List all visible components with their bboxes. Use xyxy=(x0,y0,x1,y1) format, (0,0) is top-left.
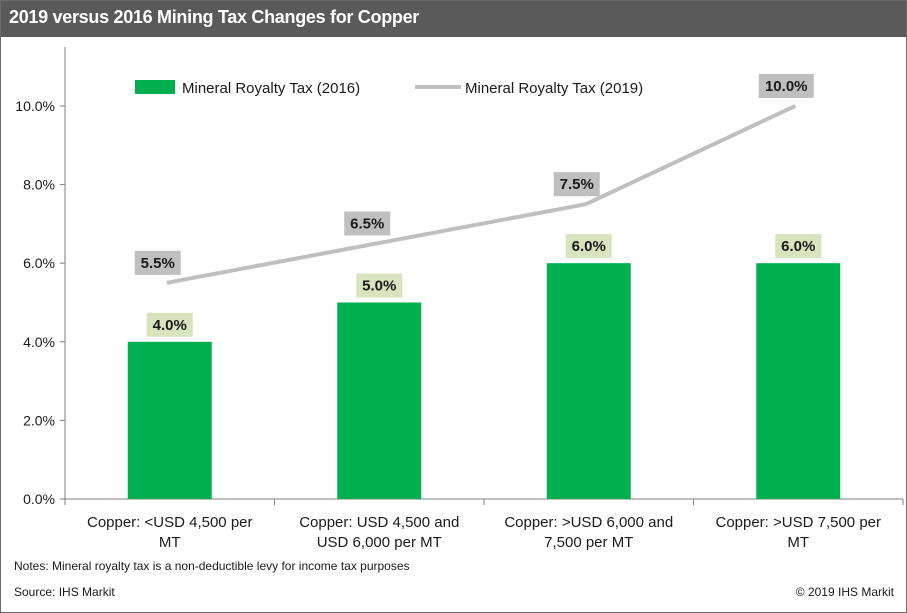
line-data-label: 5.5% xyxy=(141,255,175,272)
chart-title: 2019 versus 2016 Mining Tax Changes for … xyxy=(9,7,420,27)
bar xyxy=(127,341,212,499)
bar xyxy=(756,263,841,499)
x-tick-label: Copper: >USD 7,500 per xyxy=(715,514,881,531)
y-tick-label: 4.0% xyxy=(23,334,55,350)
y-tick-label: 10.0% xyxy=(15,98,55,114)
line-data-label: 7.5% xyxy=(560,176,594,193)
x-tick-label: Copper: <USD 4,500 per xyxy=(87,514,253,531)
line-data-label-bg xyxy=(344,211,391,236)
x-tick-label: USD 6,000 per MT xyxy=(317,534,442,551)
series-line xyxy=(166,104,797,285)
bar-data-label-bg xyxy=(356,273,403,298)
legend-swatch-bar xyxy=(135,80,175,94)
line-data-label-bg xyxy=(553,172,600,197)
legend-label: Mineral Royalty Tax (2019) xyxy=(465,80,643,97)
line-data-label-bg xyxy=(134,250,181,275)
x-tick-label: Copper: USD 4,500 and xyxy=(299,514,459,531)
y-tick-label: 0.0% xyxy=(23,491,55,507)
notes-text: Notes: Mineral royalty tax is a non-dedu… xyxy=(14,559,410,573)
line-data-label: 10.0% xyxy=(765,78,808,95)
title-bar: 2019 versus 2016 Mining Tax Changes for … xyxy=(1,1,906,37)
x-tick-label: Copper: >USD 6,000 and xyxy=(504,514,673,531)
bar xyxy=(337,302,422,499)
bar-data-label-bg xyxy=(146,312,193,337)
y-tick-label: 8.0% xyxy=(23,177,55,193)
y-tick-label: 2.0% xyxy=(23,412,55,428)
x-tick-label: 7,500 per MT xyxy=(544,534,633,551)
bar-data-label: 4.0% xyxy=(153,317,187,334)
bar xyxy=(546,263,631,499)
bar-data-label: 6.0% xyxy=(781,238,815,255)
legend-label: Mineral Royalty Tax (2016) xyxy=(182,80,360,97)
copyright-text: © 2019 IHS Markit xyxy=(795,585,894,599)
bar-data-label-bg xyxy=(775,234,822,259)
y-tick-label: 6.0% xyxy=(23,255,55,271)
bar-data-label-bg xyxy=(565,234,612,259)
bar-data-label: 5.0% xyxy=(362,277,396,294)
source-text: Source: IHS Markit xyxy=(14,585,115,599)
x-tick-label: MT xyxy=(159,534,181,551)
line-data-label-bg xyxy=(758,73,814,98)
x-tick-label: MT xyxy=(787,534,809,551)
bar-data-label: 6.0% xyxy=(572,238,606,255)
line-data-label: 6.5% xyxy=(350,216,384,233)
chart-svg: 0.0% 2.0% 4.0% 6.0% 8.0% 10.0% Copper: <USD 4,… xyxy=(15,47,904,551)
